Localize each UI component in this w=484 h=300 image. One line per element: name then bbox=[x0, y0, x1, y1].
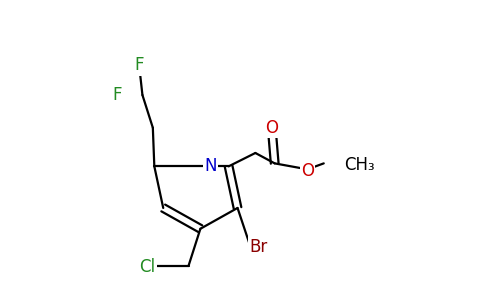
Text: Cl: Cl bbox=[139, 258, 155, 276]
Text: CH₃: CH₃ bbox=[345, 156, 375, 174]
Text: N: N bbox=[205, 157, 217, 175]
Text: F: F bbox=[112, 86, 121, 104]
Text: Br: Br bbox=[249, 238, 268, 256]
Text: O: O bbox=[265, 119, 278, 137]
Text: F: F bbox=[135, 56, 144, 74]
Text: O: O bbox=[301, 162, 314, 180]
